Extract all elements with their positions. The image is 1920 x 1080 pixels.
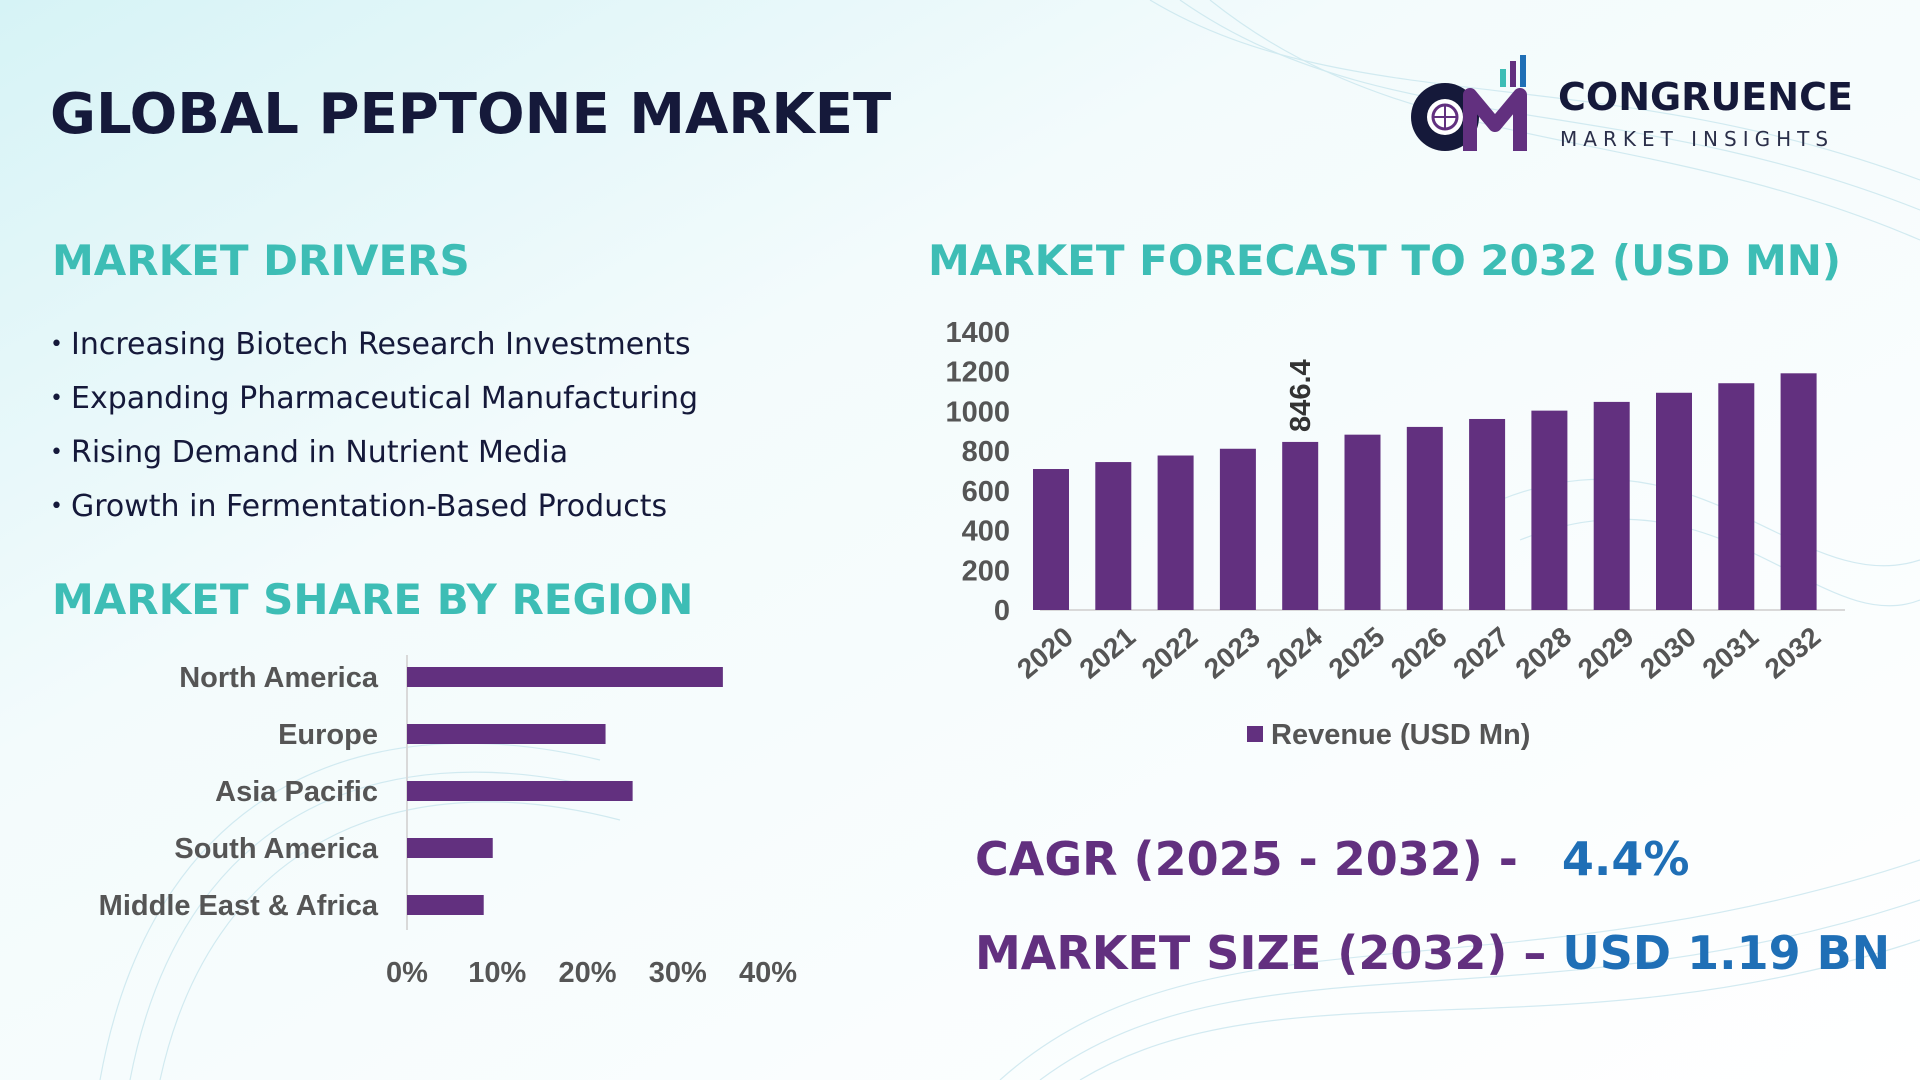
forecast-bar [1718, 383, 1755, 610]
region-bar [407, 724, 606, 744]
forecast-y-tick-label: 1200 [945, 357, 1010, 389]
region-tick-label: 10% [468, 957, 526, 989]
forecast-x-tick-label: 2020 [1011, 621, 1079, 685]
region-category-label: Asia Pacific [215, 776, 378, 808]
legend-label: Revenue (USD Mn) [1271, 719, 1530, 751]
logo-name: CONGRUENCE [1558, 75, 1853, 119]
forecast-x-tick-label: 2024 [1260, 621, 1328, 685]
forecast-bar [1780, 373, 1817, 610]
forecast-x-tick-label: 2031 [1697, 621, 1765, 685]
forecast-x-tick-label: 2029 [1572, 621, 1640, 685]
forecast-y-tick-label: 400 [962, 516, 1010, 548]
driver-item: • Rising Demand in Nutrient Media [50, 435, 569, 470]
forecast-bar [1656, 392, 1692, 610]
region-category-label: South America [174, 833, 378, 865]
forecast-bar [1033, 469, 1069, 610]
region-category-label: Middle East & Africa [99, 890, 379, 922]
region-category-label: Europe [278, 719, 378, 751]
drivers-list: • Increasing Biotech Research Investments… [50, 322, 698, 538]
forecast-bar [1219, 448, 1256, 610]
region-tick-label: 30% [649, 957, 707, 989]
forecast-bar [1469, 418, 1506, 610]
forecast-y-tick-label: 1400 [945, 317, 1010, 349]
forecast-bar [1406, 426, 1443, 610]
region-tick-label: 20% [558, 957, 616, 989]
forecast-data-label: 846.4 [1285, 359, 1317, 432]
market-size-label: MARKET SIZE (2032) – [975, 926, 1547, 980]
region-bar [407, 781, 633, 801]
forecast-x-tick-label: 2026 [1385, 621, 1453, 685]
forecast-x-tick-label: 2027 [1447, 621, 1515, 685]
market-size-value: USD 1.19 BN [1562, 926, 1891, 980]
cm-globe-chart-icon [1411, 55, 1527, 151]
drivers-title: MARKET DRIVERS [52, 236, 470, 285]
driver-item: • Expanding Pharmaceutical Manufacturing [50, 381, 699, 416]
region-category-label: North America [179, 662, 379, 694]
cagr-label: CAGR (2025 - 2032) - [975, 832, 1518, 886]
page-title: GLOBAL PEPTONE MARKET [50, 82, 892, 147]
forecast-x-tick-label: 2023 [1198, 621, 1266, 685]
forecast-y-tick-label: 0 [994, 595, 1010, 627]
driver-item: • Increasing Biotech Research Investments [50, 327, 691, 362]
forecast-y-tick-label: 1000 [945, 396, 1010, 428]
forecast-x-tick-label: 2032 [1759, 621, 1827, 685]
forecast-bar [1095, 462, 1132, 610]
legend-swatch [1247, 726, 1263, 742]
market-size-kpi: MARKET SIZE (2032) – USD 1.19 BN [975, 926, 1890, 980]
forecast-x-tick-label: 2028 [1510, 621, 1578, 685]
region-title: MARKET SHARE BY REGION [52, 575, 694, 624]
cagr-value: 4.4% [1561, 832, 1690, 886]
forecast-y-tick-label: 800 [962, 436, 1010, 468]
forecast-bar [1593, 401, 1630, 610]
forecast-y-tick-label: 200 [962, 555, 1010, 587]
region-tick-label: 0% [386, 957, 428, 989]
region-bar [407, 667, 723, 687]
region-bar [407, 895, 484, 915]
forecast-x-tick-label: 2021 [1074, 621, 1142, 685]
driver-item: • Growth in Fermentation-Based Products [50, 489, 668, 524]
region-bar [407, 838, 493, 858]
logo-tagline: MARKET INSIGHTS [1560, 127, 1835, 151]
cagr-kpi: CAGR (2025 - 2032) - 4.4% [975, 832, 1689, 886]
forecast-bar [1157, 455, 1194, 610]
forecast-x-tick-label: 2030 [1634, 621, 1702, 685]
forecast-title: MARKET FORECAST TO 2032 (USD MN) [928, 236, 1842, 285]
forecast-bar [1531, 410, 1568, 610]
forecast-bar [1344, 434, 1381, 610]
forecast-y-tick-label: 600 [962, 476, 1010, 508]
forecast-x-tick-label: 2022 [1136, 621, 1204, 685]
forecast-x-tick-label: 2025 [1323, 621, 1391, 685]
company-logo: CONGRUENCE MARKET INSIGHTS [1400, 55, 1880, 155]
region-tick-label: 40% [739, 957, 797, 989]
forecast-bar [1282, 441, 1319, 610]
